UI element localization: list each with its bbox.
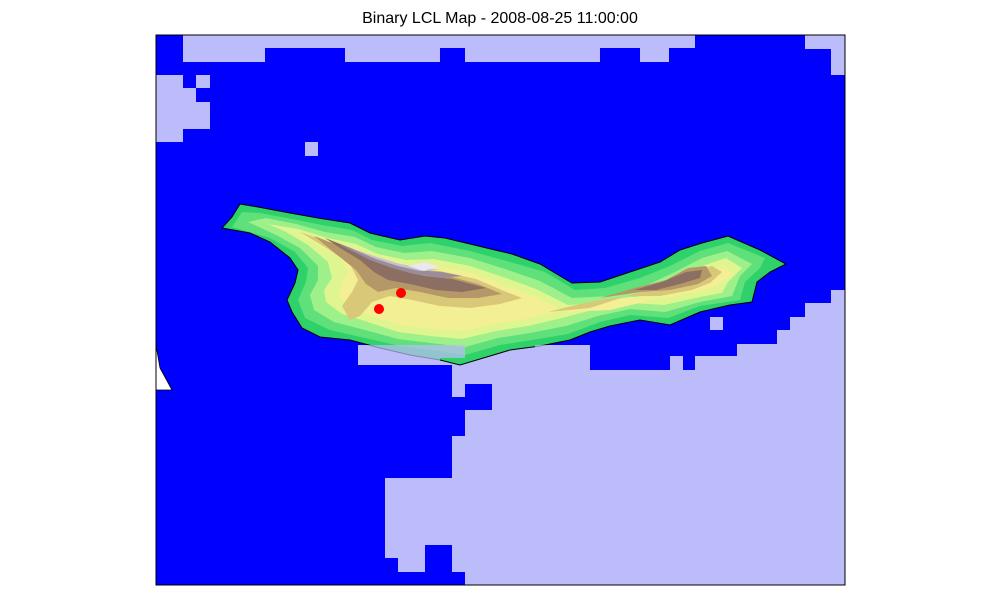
terrain-contours (221, 203, 788, 366)
map-title: Binary LCL Map - 2008-08-25 11:00:00 (362, 10, 638, 27)
station-marker-2 (374, 304, 384, 314)
white-fragment (156, 344, 173, 391)
map-frame (155, 34, 846, 586)
station-marker-1 (396, 288, 406, 298)
lcl-low-region (156, 35, 845, 585)
